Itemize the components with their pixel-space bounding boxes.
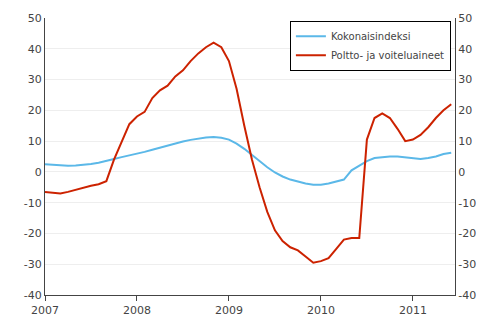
svg-text:-20: -20: [24, 227, 42, 240]
svg-text:-20: -20: [458, 227, 476, 240]
svg-text:10: 10: [28, 135, 42, 148]
svg-text:-30: -30: [24, 258, 42, 271]
svg-text:30: 30: [458, 73, 472, 86]
svg-text:2009: 2009: [215, 304, 243, 317]
svg-text:2008: 2008: [123, 304, 151, 317]
svg-text:-40: -40: [24, 289, 42, 302]
svg-text:40: 40: [458, 43, 472, 56]
svg-text:10: 10: [458, 135, 472, 148]
svg-text:2007: 2007: [31, 304, 59, 317]
svg-text:20: 20: [458, 104, 472, 117]
svg-text:-30: -30: [458, 258, 476, 271]
svg-text:2011: 2011: [399, 304, 427, 317]
svg-text:30: 30: [28, 73, 42, 86]
svg-text:50: 50: [28, 12, 42, 25]
svg-text:-10: -10: [458, 197, 476, 210]
svg-text:0: 0: [458, 166, 465, 179]
svg-text:-40: -40: [458, 289, 476, 302]
svg-text:50: 50: [458, 12, 472, 25]
svg-text:-10: -10: [24, 197, 42, 210]
svg-text:40: 40: [28, 43, 42, 56]
svg-text:0: 0: [35, 166, 42, 179]
svg-text:Poltto- ja voiteluaineet: Poltto- ja voiteluaineet: [331, 50, 444, 61]
svg-text:2010: 2010: [307, 304, 335, 317]
svg-text:Kokonaisindeksi: Kokonaisindeksi: [331, 31, 411, 42]
svg-text:20: 20: [28, 104, 42, 117]
